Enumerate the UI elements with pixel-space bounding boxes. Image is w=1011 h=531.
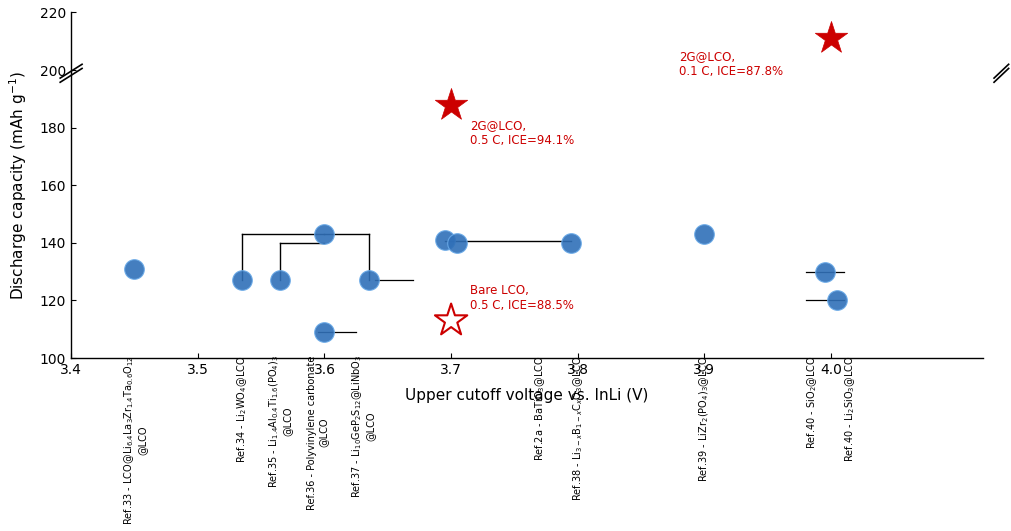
Text: 2G@LCO,
0.1 C, ICE=87.8%: 2G@LCO, 0.1 C, ICE=87.8%: [678, 50, 783, 78]
Text: Ref.36 - Polyvinylene carbonate
@LCO: Ref.36 - Polyvinylene carbonate @LCO: [307, 355, 329, 510]
Point: [443, 100, 459, 109]
Text: 2G@LCO,
0.5 C, ICE=94.1%: 2G@LCO, 0.5 C, ICE=94.1%: [470, 119, 574, 147]
Point: [816, 268, 832, 276]
Text: Ref.2a - BaTiO$_3$@LCO: Ref.2a - BaTiO$_3$@LCO: [533, 355, 546, 461]
Point: [234, 276, 250, 285]
Text: Ref.33 - LCO@Li$_{6.4}$La$_3$Zr$_{1.4}$Ta$_{0.6}$O$_{12}$
@LCO: Ref.33 - LCO@Li$_{6.4}$La$_3$Zr$_{1.4}$T…: [121, 355, 147, 525]
X-axis label: Upper cutoff voltage vs. InLi (V): Upper cutoff voltage vs. InLi (V): [405, 388, 648, 403]
Point: [316, 230, 333, 238]
Point: [829, 296, 845, 305]
Point: [437, 236, 453, 244]
Text: Ref.40 - Li$_2$SiO$_3$@LCO: Ref.40 - Li$_2$SiO$_3$@LCO: [842, 355, 856, 462]
Point: [316, 328, 333, 336]
Text: Ref.39 - LiZr$_2$(PO$_4$)$_3$@LCO: Ref.39 - LiZr$_2$(PO$_4$)$_3$@LCO: [697, 355, 711, 482]
Point: [563, 238, 579, 247]
Point: [443, 316, 459, 325]
Point: [360, 276, 376, 285]
Y-axis label: Discharge capacity (mAh g$^{-1}$): Discharge capacity (mAh g$^{-1}$): [7, 71, 28, 300]
Text: Bare LCO,
0.5 C, ICE=88.5%: Bare LCO, 0.5 C, ICE=88.5%: [470, 284, 573, 312]
Point: [449, 238, 465, 247]
Point: [696, 230, 712, 238]
Text: Ref.38 - Li$_{3-x}$B$_{1-x}$C$_x$O$_3$@LCO: Ref.38 - Li$_{3-x}$B$_{1-x}$C$_x$O$_3$@L…: [570, 355, 584, 501]
Text: Ref.40 - SiO$_2$@LCO: Ref.40 - SiO$_2$@LCO: [805, 355, 818, 449]
Point: [126, 264, 143, 273]
Text: Ref.35 - Li$_{1.4}$Al$_{0.4}$Ti$_{1.6}$(PO$_4$)$_3$
@LCO: Ref.35 - Li$_{1.4}$Al$_{0.4}$Ti$_{1.6}$(…: [267, 355, 292, 489]
Text: Ref.34 - Li$_2$WO$_4$@LCO: Ref.34 - Li$_2$WO$_4$@LCO: [235, 355, 249, 463]
Point: [272, 276, 288, 285]
Text: Ref.37 - Li$_{10}$GeP$_2$S$_{12}$@LiNbO$_3$
@LCO: Ref.37 - Li$_{10}$GeP$_2$S$_{12}$@LiNbO$…: [350, 355, 375, 498]
Point: [822, 34, 838, 42]
